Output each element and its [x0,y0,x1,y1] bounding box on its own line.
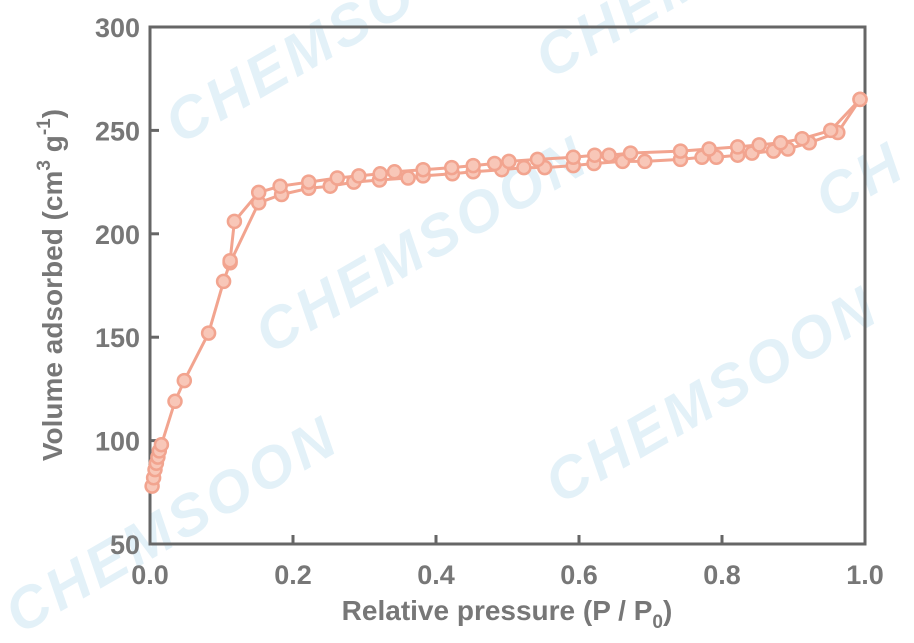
y-tick-label: 250 [95,116,140,146]
x-tick-label: 0.6 [560,560,598,590]
y-tick-label: 100 [95,427,140,457]
data-point [300,174,317,190]
x-tick-label: 0.2 [274,560,312,590]
data-point [701,141,717,157]
data-point [601,147,617,163]
data-point [153,436,170,453]
data-point [751,137,767,153]
data-point [222,252,238,269]
data-point [501,153,517,170]
data-point [565,149,582,166]
data-point [443,159,460,176]
data-point [586,147,603,163]
data-point [465,157,481,174]
series-layer [144,91,868,494]
data-point [729,139,746,155]
y-tick-label: 200 [95,220,140,250]
data-point [176,372,193,389]
data-point [794,130,810,147]
data-point [250,184,267,201]
data-point [822,122,839,139]
x-tick-label: 0.4 [417,560,455,590]
data-point [637,153,653,170]
data-point [400,170,416,186]
watermark: CHEMSOON [534,273,890,516]
x-tick-label: 1.0 [846,560,884,590]
data-point [529,151,546,168]
y-tick-label: 300 [95,13,140,43]
data-point [351,168,367,184]
y-axis-title: Volume adsorbed (cm3 g-1) [34,109,68,461]
data-point [386,164,403,180]
x-axis-title: Relative pressure (P / P0) [342,595,673,633]
data-point [622,145,639,161]
data-point [200,325,217,341]
data-point [415,161,431,178]
tick-labels: 0.0 0.2 0.4 0.6 0.8 1.0 50 100 150 200 250 300 [95,13,884,590]
axis-ticks [148,25,867,546]
data-point [329,170,346,186]
watermark: CHEM [524,0,718,91]
data-point [272,178,288,194]
y-tick-label: 150 [95,323,140,353]
data-point [167,393,183,410]
data-point [215,273,232,290]
data-point [772,135,789,151]
data-point [372,166,388,182]
y-tick-label: 50 [110,530,140,560]
data-point [516,159,532,176]
watermark: CH [804,129,914,231]
watermark: CHEMSOON [154,0,510,156]
data-point [226,213,243,230]
plot-frame [148,25,867,546]
data-point [852,91,868,108]
x-tick-label: 0.8 [703,560,741,590]
x-tick-label: 0.0 [131,560,169,590]
data-point [672,143,689,159]
data-point [486,155,503,172]
